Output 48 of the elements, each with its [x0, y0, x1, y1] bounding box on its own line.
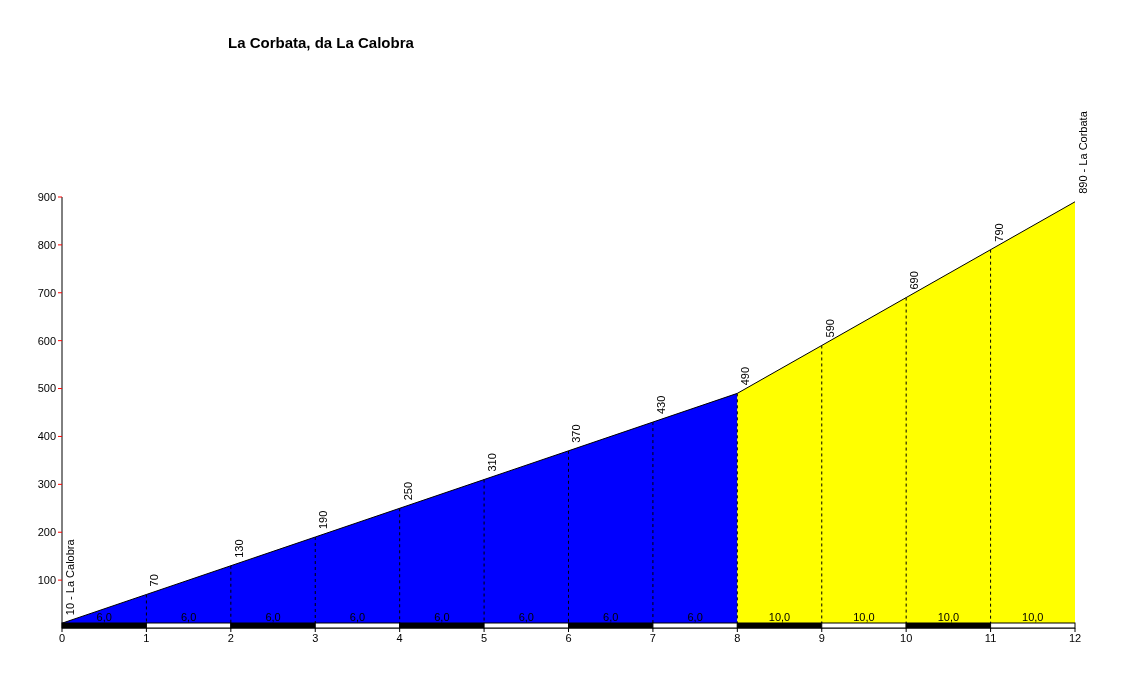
x-tick-label: 9 [818, 631, 825, 644]
annotation: 6,0 [96, 611, 112, 623]
annotation: 6,0 [687, 611, 703, 623]
data-label: 790 [992, 223, 1005, 242]
annotation: 10,0 [853, 611, 875, 623]
data-label: 70 [148, 574, 161, 587]
x-tick-label: 10 [900, 631, 913, 644]
x-tick-label: 5 [481, 631, 488, 644]
data-label: 590 [823, 319, 836, 338]
y-tick-label: 300 [37, 478, 56, 491]
x-tick-label: 11 [984, 631, 997, 644]
annotation: 10,0 [937, 611, 960, 623]
annotation: 6,0 [603, 611, 619, 623]
y-tick-label: 100 [37, 574, 56, 587]
data-label: 370 [570, 424, 583, 443]
data-label: 490 [739, 366, 752, 386]
x-tick-label: 8 [734, 631, 741, 644]
y-tick-label: 900 [37, 190, 56, 203]
y-tick-label: 700 [37, 286, 56, 299]
x-tick-label: 7 [649, 631, 656, 644]
annotation: 6,0 [180, 611, 197, 623]
data-label: 690 [908, 271, 921, 290]
annotation: 6,0 [434, 611, 450, 623]
data-label: 890 - La Corbata [1077, 110, 1089, 194]
y-tick-label: 500 [37, 382, 56, 395]
annotation: 6,0 [349, 611, 366, 623]
annotation: 10,0 [768, 611, 791, 623]
x-tick-label: 6 [565, 631, 572, 644]
data-label: 130 [232, 539, 245, 558]
y-tick-label: 800 [37, 238, 56, 251]
annotation: 10,0 [1022, 611, 1044, 623]
annotation: 6,0 [265, 611, 281, 623]
data-label: 430 [654, 395, 667, 415]
y-tick-label: 200 [37, 526, 56, 539]
y-tick-label: 600 [37, 334, 56, 347]
x-tick-label: 12 [1068, 631, 1082, 644]
x-tick-label: 0 [58, 631, 66, 644]
x-tick-label: 2 [227, 631, 234, 644]
x-tick-label: 4 [396, 631, 403, 644]
x-tick-label: 3 [312, 631, 319, 644]
y-tick-label: 400 [37, 430, 56, 443]
annotation: 6,0 [518, 611, 534, 623]
data-label: 10 - La Calobra [64, 538, 76, 616]
data-label: 190 [317, 510, 330, 530]
x-tick-label: 1 [143, 631, 150, 644]
chart-title: La Corbata, da La Calobra [228, 34, 414, 51]
data-label: 250 [401, 481, 414, 501]
data-label: 310 [486, 453, 499, 472]
